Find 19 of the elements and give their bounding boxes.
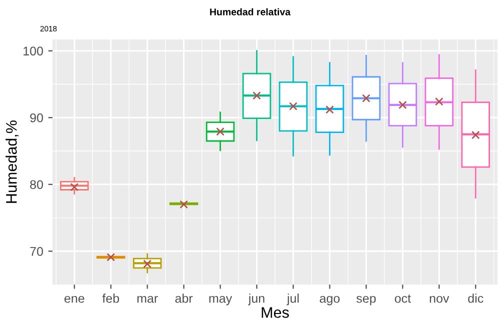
x-tick-label: ago [320, 296, 340, 306]
x-tick-label: abr [175, 294, 193, 303]
x-tick-label: oct [394, 294, 411, 303]
x-tick-label: jul [286, 294, 299, 306]
y-tick-label: 100 [24, 46, 43, 56]
y-tick-label: 80 [30, 180, 43, 190]
x-tick-label: feb [102, 294, 120, 303]
y-axis-title: Humedad,% [6, 120, 19, 203]
x-tick-label: dic [468, 294, 484, 303]
x-tick-label: nov [430, 296, 450, 303]
x-axis-title: Mes [262, 307, 289, 318]
x-tick-label: may [209, 296, 232, 306]
x-tick-label: sep [356, 296, 376, 306]
y-tick-label: 70 [30, 246, 43, 256]
x-tick-label: ene [64, 296, 84, 303]
x-tick-label: jun [248, 294, 264, 306]
y-tick-label: 90 [30, 113, 43, 122]
chart-title: Humedad relativa [210, 8, 291, 16]
x-tick-label: mar [137, 296, 158, 303]
